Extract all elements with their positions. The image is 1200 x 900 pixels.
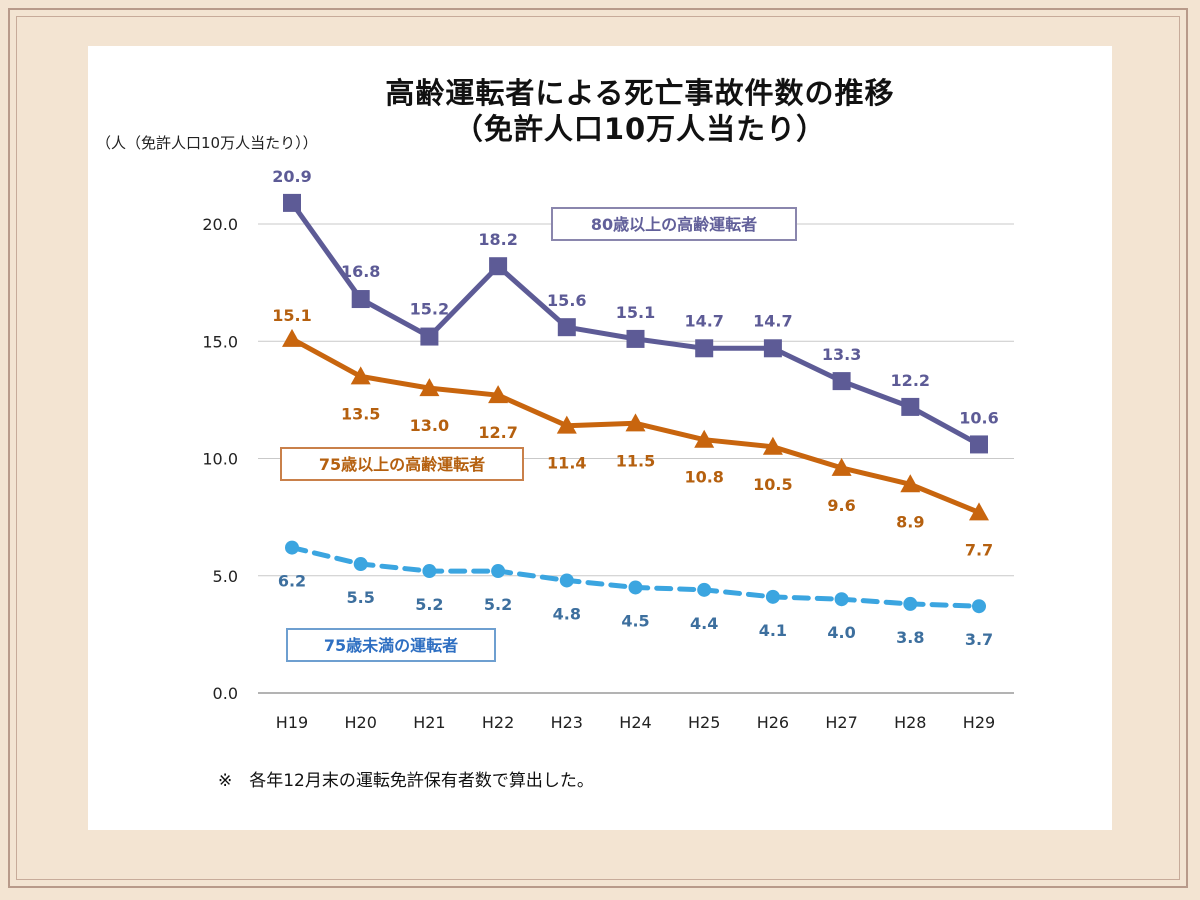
legend-callout-under75: 75歳未満の運転者	[286, 628, 496, 662]
data-label: 15.1	[616, 303, 655, 322]
legend-callout-75plus: 75歳以上の高齢運転者	[280, 447, 524, 481]
x-tick-label: H27	[825, 713, 857, 732]
data-point-circle	[491, 564, 506, 579]
footnote: ※ 各年12月末の運転免許保有者数で算出した。	[218, 771, 594, 791]
data-label: 3.8	[896, 628, 924, 647]
data-label: 6.2	[278, 572, 306, 591]
data-point-triangle	[969, 502, 989, 521]
decorative-frame-outer	[8, 8, 1188, 888]
chart-title-line2: （免許人口10万人当たり）	[453, 112, 827, 146]
data-point-square	[420, 327, 439, 346]
x-tick-label: H24	[619, 713, 651, 732]
data-point-circle	[559, 573, 574, 588]
data-label: 4.4	[690, 614, 718, 633]
data-point-square	[283, 193, 301, 212]
data-label: 3.7	[965, 630, 993, 649]
data-point-triangle	[762, 436, 783, 455]
data-point-square	[626, 329, 645, 348]
legend-callout-80plus: 80歳以上の高齢運転者	[551, 207, 797, 241]
x-tick-label: H29	[963, 713, 995, 732]
x-tick-label: H22	[482, 713, 514, 732]
data-point-triangle	[488, 385, 509, 404]
data-label: 16.8	[341, 262, 380, 281]
data-point-square	[901, 397, 920, 416]
data-point-circle	[697, 582, 712, 597]
data-label: 8.9	[896, 512, 924, 531]
data-label: 11.4	[547, 454, 586, 473]
data-point-square	[763, 339, 782, 358]
slide-panel	[88, 46, 1112, 830]
data-label: 14.7	[684, 311, 723, 330]
data-point-square	[351, 290, 370, 309]
x-tick-label: H19	[276, 713, 308, 732]
data-point-triangle	[282, 328, 302, 347]
data-label: 9.6	[827, 496, 855, 515]
data-label: 7.7	[965, 540, 993, 559]
y-tick-label: 20.0	[202, 215, 238, 234]
data-point-circle	[903, 596, 918, 611]
data-point-square	[970, 435, 988, 454]
y-tick-label: 15.0	[202, 332, 238, 351]
data-point-triangle	[694, 429, 715, 448]
decorative-frame-inner	[16, 16, 1180, 880]
y-tick-label: 5.0	[213, 567, 238, 586]
data-label: 10.8	[684, 468, 723, 487]
data-point-triangle	[556, 415, 577, 434]
data-label: 14.7	[753, 311, 792, 330]
x-tick-label: H28	[894, 713, 926, 732]
data-point-circle	[972, 599, 986, 614]
data-label: 10.6	[959, 408, 998, 427]
data-point-circle	[285, 540, 299, 555]
series-line	[289, 545, 982, 609]
data-label: 15.1	[272, 306, 311, 325]
data-label: 11.5	[616, 451, 655, 470]
data-point-circle	[765, 589, 780, 604]
x-tick-label: H21	[413, 713, 445, 732]
data-label: 15.6	[547, 291, 586, 310]
data-point-square	[695, 339, 714, 358]
data-label: 4.0	[827, 623, 855, 642]
data-label: 5.2	[484, 595, 512, 614]
x-tick-label: H26	[757, 713, 789, 732]
data-label: 5.2	[415, 595, 443, 614]
data-label: 18.2	[478, 230, 517, 249]
x-tick-label: H25	[688, 713, 720, 732]
data-label: 20.9	[272, 167, 311, 186]
data-label: 13.3	[822, 345, 861, 364]
data-point-circle	[834, 592, 849, 607]
data-point-square	[489, 257, 508, 276]
data-label: 12.7	[478, 423, 517, 442]
data-point-triangle	[419, 378, 440, 397]
y-tick-label: 0.0	[213, 684, 238, 703]
data-point-triangle	[831, 457, 852, 476]
data-point-circle	[628, 580, 643, 595]
data-label: 13.5	[341, 404, 380, 423]
data-label: 4.5	[621, 611, 649, 630]
data-point-triangle	[350, 366, 371, 385]
x-tick-label: H23	[551, 713, 583, 732]
data-point-square	[832, 372, 851, 391]
data-point-triangle	[900, 474, 921, 493]
y-axis-unit-label: （人（免許人口10万人当たり））	[96, 134, 318, 152]
data-label: 15.2	[410, 300, 449, 319]
data-label: 10.5	[753, 475, 792, 494]
chart-title-line1: 高齢運転者による死亡事故件数の推移	[385, 76, 895, 110]
data-label: 4.1	[759, 621, 787, 640]
data-point-triangle	[625, 413, 646, 432]
x-tick-label: H20	[345, 713, 377, 732]
data-label: 5.5	[347, 588, 375, 607]
data-point-circle	[353, 557, 368, 572]
data-label: 12.2	[891, 371, 930, 390]
data-label: 4.8	[553, 604, 581, 623]
data-point-circle	[422, 564, 437, 579]
data-point-square	[557, 318, 576, 337]
y-tick-label: 10.0	[202, 450, 238, 469]
data-label: 13.0	[410, 416, 449, 435]
